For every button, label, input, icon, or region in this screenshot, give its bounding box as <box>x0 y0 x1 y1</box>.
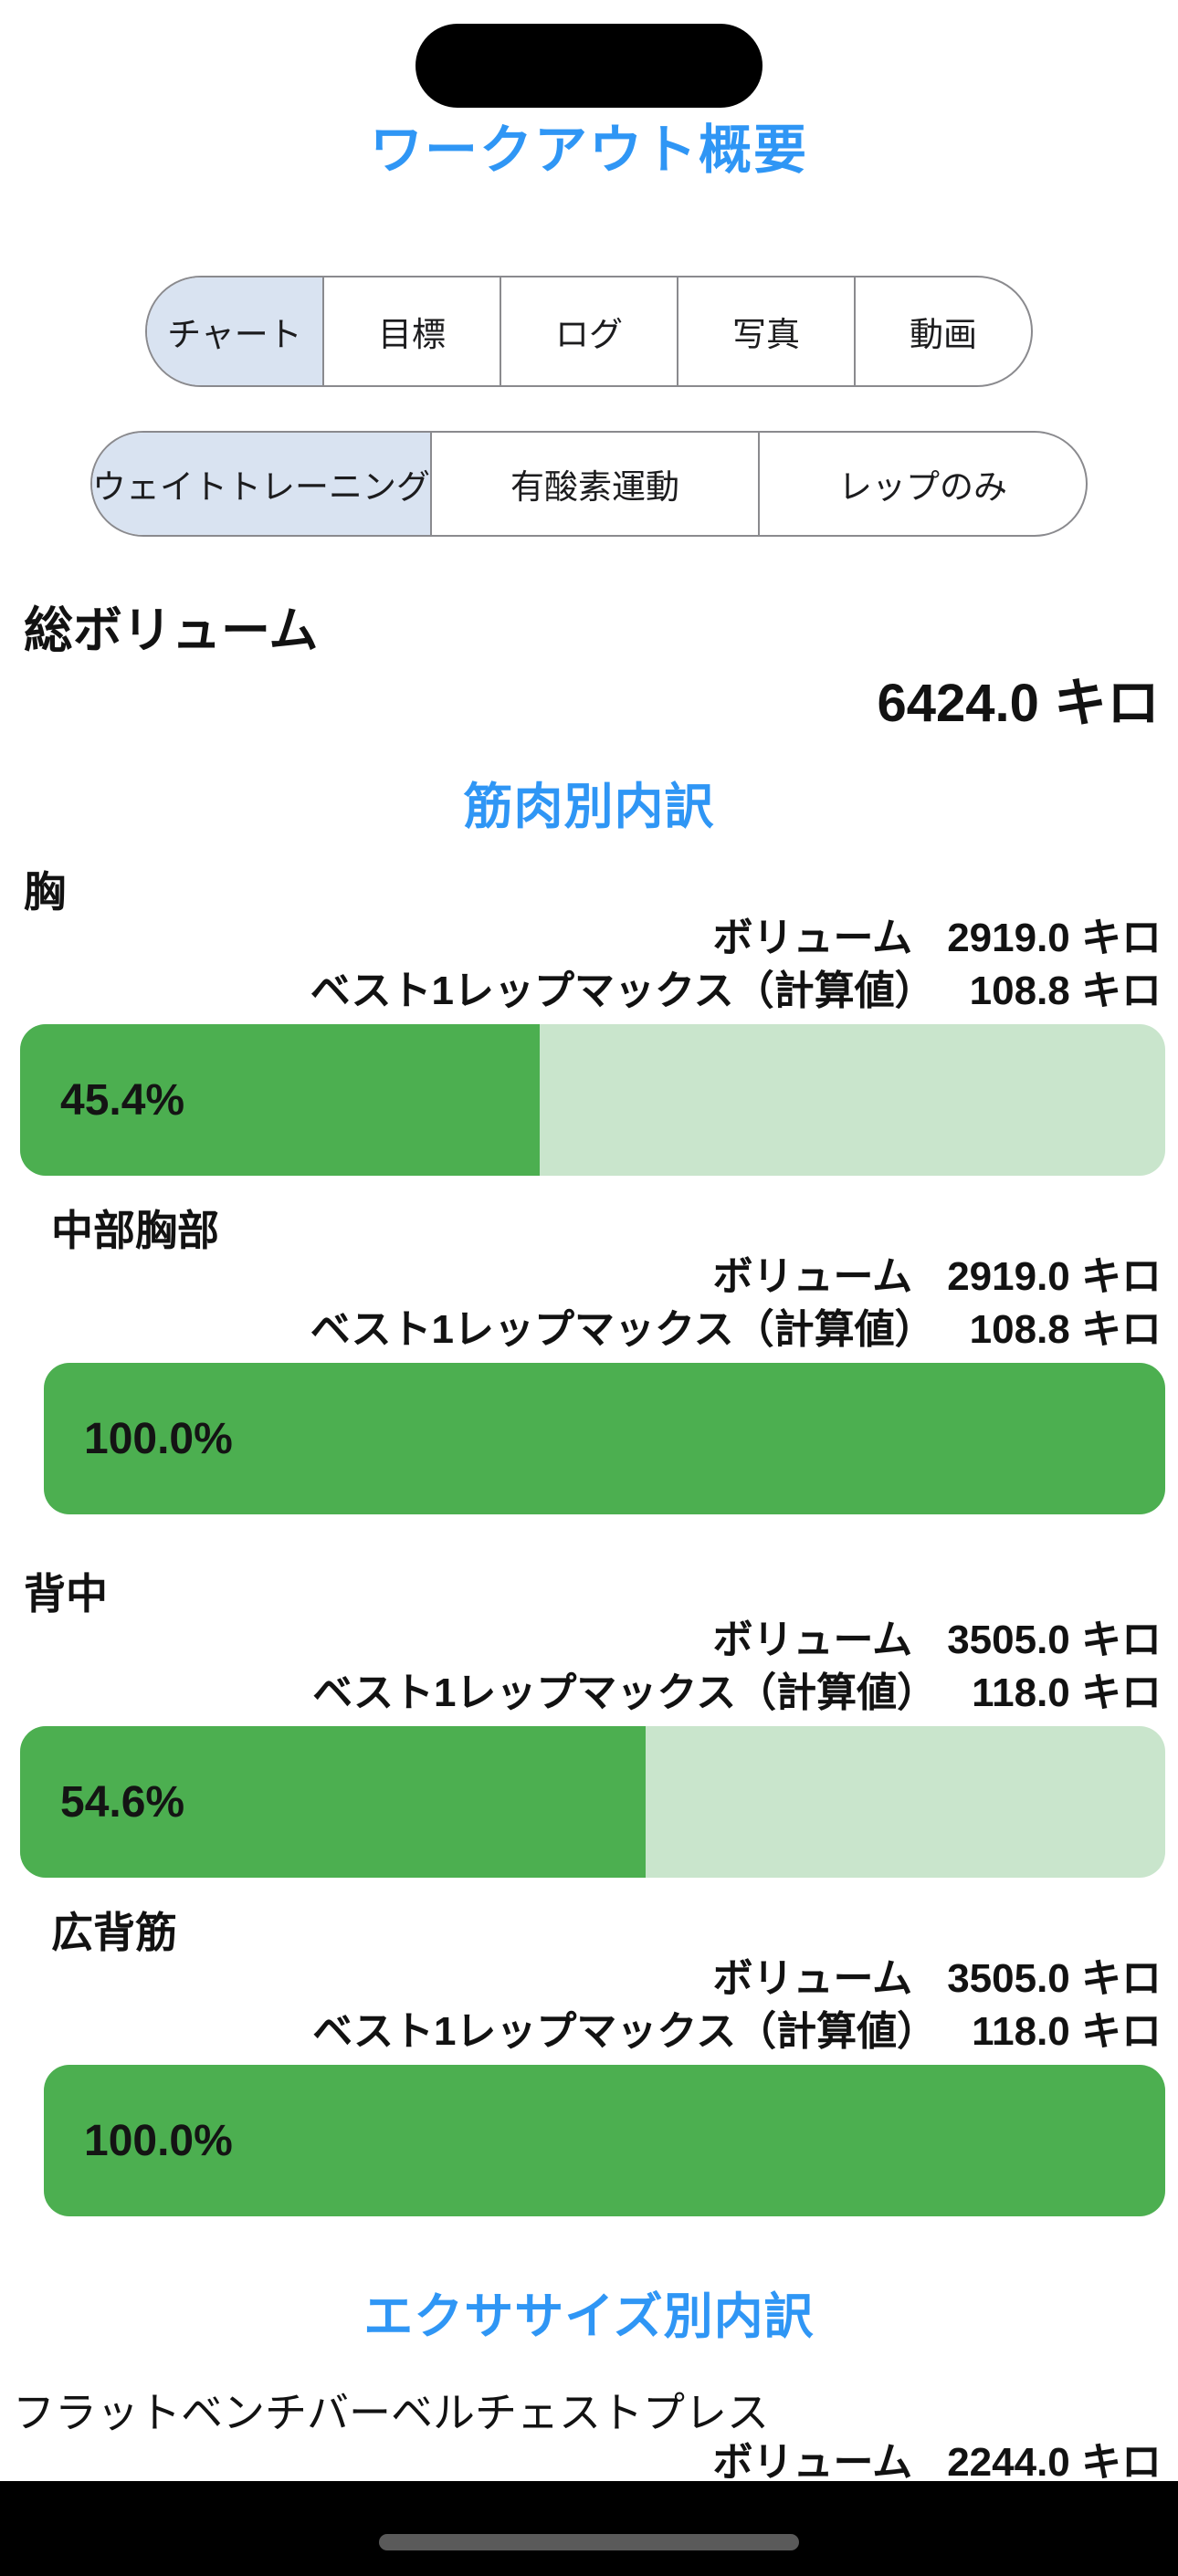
volume-stat-row: ボリューム 2244.0 キロ <box>0 2443 1162 2483</box>
volume-stat-row: ボリューム 3505.0 キロ <box>0 1959 1162 1999</box>
volume-share-bar: 54.6% <box>20 1726 1165 1878</box>
tab-log[interactable]: ログ <box>500 277 677 385</box>
page-title: ワークアウト概要 <box>369 120 808 180</box>
redacted-region <box>415 24 763 108</box>
volume-share-percent: 54.6% <box>60 1777 185 1827</box>
volume-value: 2244.0 キロ <box>947 2440 1162 2485</box>
one-rep-max-stat-row: ベスト1レップマックス（計算値） 118.0 キロ <box>0 2012 1162 2052</box>
primary-tab-bar: チャート 目標 ログ 写真 動画 <box>145 276 1033 387</box>
one-rep-max-label: ベスト1レップマックス（計算値） <box>310 969 935 1013</box>
tab-goal[interactable]: 目標 <box>322 277 500 385</box>
volume-share-bar-fill: 45.4% <box>20 1024 541 1176</box>
total-volume-label: 総ボリューム <box>24 603 319 658</box>
workout-type-tab-bar: ウェイトトレーニング 有酸素運動 レップのみ <box>90 431 1088 537</box>
volume-label: ボリューム <box>712 916 913 960</box>
muscle-name: 胸 <box>24 868 66 916</box>
one-rep-max-label: ベスト1レップマックス（計算値） <box>312 1670 938 1715</box>
volume-share-bar-fill: 54.6% <box>20 1726 646 1878</box>
exercise-item: フラットベンチバーベルチェストプレス ボリューム 2244.0 キロ <box>0 2390 1178 2483</box>
tab-video[interactable]: 動画 <box>854 277 1031 385</box>
muscle-group: 広背筋 ボリューム 3505.0 キロ ベスト1レップマックス（計算値） 118… <box>0 1910 1178 2216</box>
one-rep-max-value: 118.0 キロ <box>972 1670 1162 1715</box>
exercise-breakdown-heading: エクササイズ別内訳 <box>363 2289 815 2344</box>
volume-stat-row: ボリューム 2919.0 キロ <box>0 1257 1162 1297</box>
volume-label: ボリューム <box>712 1618 913 1662</box>
muscle-group: 中部胸部 ボリューム 2919.0 キロ ベスト1レップマックス（計算値） 10… <box>0 1208 1178 1514</box>
volume-stat-row: ボリューム 3505.0 キロ <box>0 1620 1162 1660</box>
muscle-breakdown-heading: 筋肉別内訳 <box>463 780 715 834</box>
tab-weight-training[interactable]: ウェイトトレーニング <box>92 433 430 535</box>
tab-photo[interactable]: 写真 <box>677 277 854 385</box>
home-indicator[interactable] <box>379 2534 799 2550</box>
volume-value: 2919.0 キロ <box>947 916 1162 960</box>
volume-share-bar-fill: 100.0% <box>44 2065 1165 2216</box>
volume-label: ボリューム <box>712 2440 913 2485</box>
one-rep-max-value: 108.8 キロ <box>969 969 1162 1013</box>
volume-share-percent: 100.0% <box>84 2116 233 2165</box>
exercise-name: フラットベンチバーベルチェストプレス <box>13 2389 769 2436</box>
system-bottom-bar <box>0 2481 1178 2576</box>
muscle-group: 胸 ボリューム 2919.0 キロ ベスト1レップマックス（計算値） 108.8… <box>0 869 1178 1176</box>
one-rep-max-label: ベスト1レップマックス（計算値） <box>312 2009 938 2054</box>
muscle-breakdown-list: 胸 ボリューム 2919.0 キロ ベスト1レップマックス（計算値） 108.8… <box>0 869 1178 2216</box>
one-rep-max-value: 118.0 キロ <box>972 2009 1162 2054</box>
one-rep-max-stat-row: ベスト1レップマックス（計算値） 118.0 キロ <box>0 1673 1162 1713</box>
volume-share-percent: 100.0% <box>84 1414 233 1463</box>
muscle-name: 背中 <box>24 1570 108 1618</box>
tab-chart[interactable]: チャート <box>147 277 322 385</box>
volume-share-bar: 100.0% <box>44 1363 1165 1514</box>
exercise-breakdown-list: フラットベンチバーベルチェストプレス ボリューム 2244.0 キロ <box>0 2390 1178 2483</box>
one-rep-max-stat-row: ベスト1レップマックス（計算値） 108.8 キロ <box>0 1310 1162 1350</box>
muscle-name: 広背筋 <box>51 1909 177 1956</box>
volume-label: ボリューム <box>712 1956 913 2001</box>
tab-cardio[interactable]: 有酸素運動 <box>430 433 758 535</box>
volume-stat-row: ボリューム 2919.0 キロ <box>0 918 1162 958</box>
volume-value: 3505.0 キロ <box>947 1618 1162 1662</box>
volume-value: 2919.0 キロ <box>947 1254 1162 1299</box>
volume-share-bar: 45.4% <box>20 1024 1165 1176</box>
one-rep-max-label: ベスト1レップマックス（計算値） <box>310 1307 935 1352</box>
muscle-name: 中部胸部 <box>51 1207 219 1254</box>
volume-share-bar: 100.0% <box>44 2065 1165 2216</box>
muscle-group: 背中 ボリューム 3505.0 キロ ベスト1レップマックス（計算値） 118.… <box>0 1571 1178 1878</box>
volume-share-bar-fill: 100.0% <box>44 1363 1165 1514</box>
volume-share-percent: 45.4% <box>60 1075 185 1125</box>
tab-reps-only[interactable]: レップのみ <box>758 433 1086 535</box>
one-rep-max-value: 108.8 キロ <box>969 1307 1162 1352</box>
one-rep-max-stat-row: ベスト1レップマックス（計算値） 108.8 キロ <box>0 971 1162 1011</box>
total-volume-value: 6424.0 キロ <box>877 674 1160 733</box>
volume-label: ボリューム <box>712 1254 913 1299</box>
volume-value: 3505.0 キロ <box>947 1956 1162 2001</box>
